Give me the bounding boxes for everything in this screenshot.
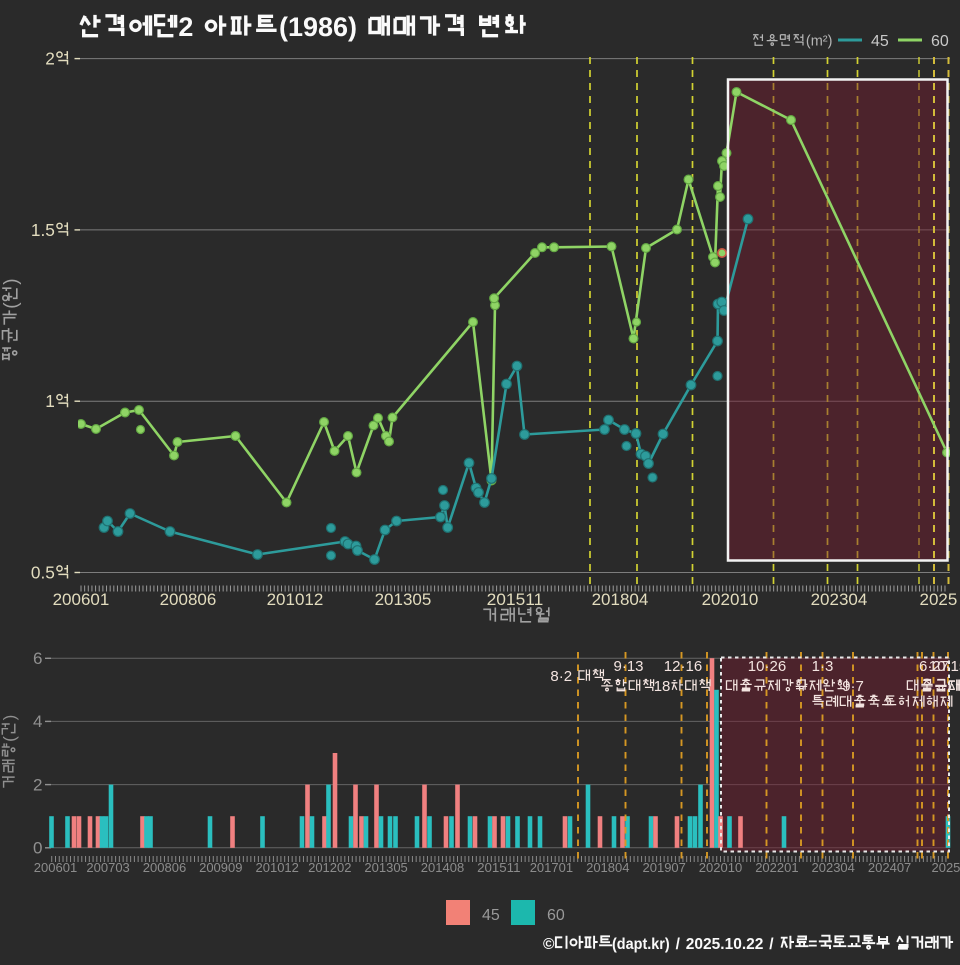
svg-text:18: 18 bbox=[654, 678, 671, 695]
svg-text:/: / bbox=[769, 936, 774, 953]
svg-text:2025.10.22: 2025.10.22 bbox=[686, 936, 764, 953]
svg-text:200806: 200806 bbox=[160, 590, 217, 609]
svg-text:2025: 2025 bbox=[920, 590, 958, 609]
svg-text:(m²): (m²) bbox=[806, 34, 833, 50]
svg-text:200601: 200601 bbox=[53, 590, 110, 609]
svg-text:(: ( bbox=[0, 736, 19, 742]
svg-text:0: 0 bbox=[33, 839, 43, 858]
svg-text:1·3: 1·3 bbox=[812, 658, 834, 675]
svg-text:(: ( bbox=[1, 302, 22, 309]
svg-text:0.5: 0.5 bbox=[31, 563, 55, 583]
svg-text:9·13: 9·13 bbox=[614, 658, 644, 675]
svg-text:202010: 202010 bbox=[702, 590, 759, 609]
svg-text:2: 2 bbox=[178, 12, 193, 42]
svg-text:201701: 201701 bbox=[530, 860, 573, 875]
svg-text:200909: 200909 bbox=[199, 860, 242, 875]
svg-text:=: = bbox=[808, 936, 817, 953]
svg-text:2: 2 bbox=[33, 775, 43, 794]
svg-text:8·2: 8·2 bbox=[550, 668, 572, 685]
svg-text:4: 4 bbox=[33, 712, 43, 731]
svg-text:200601: 200601 bbox=[34, 860, 77, 875]
svg-text:202304: 202304 bbox=[812, 860, 855, 875]
svg-text:): ) bbox=[0, 715, 19, 721]
svg-text:202304: 202304 bbox=[811, 590, 868, 609]
svg-text:201511: 201511 bbox=[477, 860, 520, 875]
svg-text:201305: 201305 bbox=[364, 860, 407, 875]
svg-text:202407: 202407 bbox=[868, 860, 911, 875]
svg-text:): ) bbox=[1, 278, 22, 284]
svg-text:201907: 201907 bbox=[643, 860, 686, 875]
svg-text:201012: 201012 bbox=[256, 860, 299, 875]
svg-text:201511: 201511 bbox=[487, 590, 544, 609]
svg-text:©: © bbox=[543, 936, 555, 953]
svg-text:45: 45 bbox=[871, 33, 889, 50]
svg-text:201804: 201804 bbox=[586, 860, 629, 875]
svg-text:6: 6 bbox=[33, 649, 43, 668]
svg-text:9·7: 9·7 bbox=[842, 678, 864, 695]
svg-text:45: 45 bbox=[482, 907, 500, 924]
svg-text:200806: 200806 bbox=[143, 860, 186, 875]
svg-text:201012: 201012 bbox=[267, 590, 324, 609]
svg-text:201202: 201202 bbox=[308, 860, 351, 875]
svg-text:200703: 200703 bbox=[86, 860, 129, 875]
svg-text:12·16: 12·16 bbox=[664, 658, 702, 675]
svg-text:2025: 2025 bbox=[932, 860, 960, 875]
svg-text:201305: 201305 bbox=[375, 590, 432, 609]
svg-text:202201: 202201 bbox=[755, 860, 798, 875]
svg-text:60: 60 bbox=[547, 907, 565, 924]
svg-text:60: 60 bbox=[931, 33, 949, 50]
svg-text:201408: 201408 bbox=[421, 860, 464, 875]
svg-text:(dapt.kr): (dapt.kr) bbox=[612, 936, 670, 953]
svg-text:2: 2 bbox=[45, 49, 55, 69]
svg-text:1: 1 bbox=[45, 391, 55, 411]
svg-text:10·26: 10·26 bbox=[748, 658, 786, 675]
svg-text:202010: 202010 bbox=[699, 860, 742, 875]
svg-text:(1986): (1986) bbox=[279, 12, 357, 42]
svg-text:10·15: 10·15 bbox=[929, 658, 960, 675]
svg-text:/: / bbox=[676, 936, 681, 953]
svg-text:1.5: 1.5 bbox=[31, 220, 55, 240]
svg-text:201804: 201804 bbox=[592, 590, 649, 609]
